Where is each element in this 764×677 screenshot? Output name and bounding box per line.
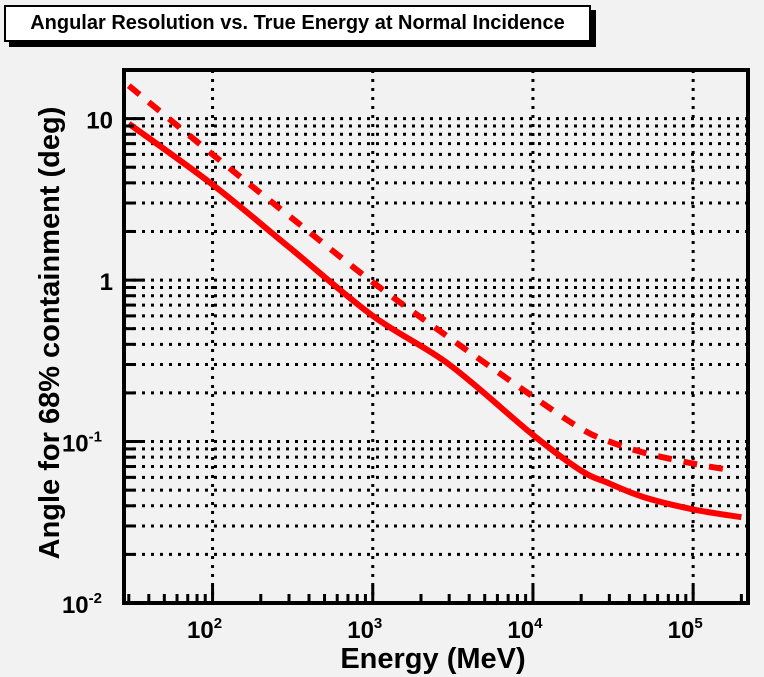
y-tick-label: 10-1 <box>62 429 102 458</box>
grid <box>124 68 748 603</box>
x-tick-label: 103 <box>347 615 382 644</box>
y-tick-label: 1 <box>100 269 113 296</box>
series-group <box>126 83 742 521</box>
y-tick-labels: 10-2 10-1 1 10 <box>62 108 113 619</box>
series-line-dashed <box>126 83 735 474</box>
plot-frame <box>122 68 750 605</box>
series-line-solid <box>127 121 742 521</box>
y-tick-label: 10 <box>86 108 113 135</box>
y-axis-title: Angle for 68% containment (deg) <box>34 107 66 560</box>
x-tick-label: 105 <box>668 615 703 644</box>
chart-title-box: Angular Resolution vs. True Energy at No… <box>4 5 591 42</box>
x-tick-label: 102 <box>187 615 222 644</box>
ticks <box>124 68 743 605</box>
chart-title: Angular Resolution vs. True Energy at No… <box>30 12 565 34</box>
x-axis-title: Energy (MeV) <box>340 643 525 675</box>
y-tick-label: 10-2 <box>62 590 102 619</box>
x-tick-labels: 102 103 104 105 <box>187 615 703 644</box>
x-tick-label: 104 <box>507 615 543 644</box>
